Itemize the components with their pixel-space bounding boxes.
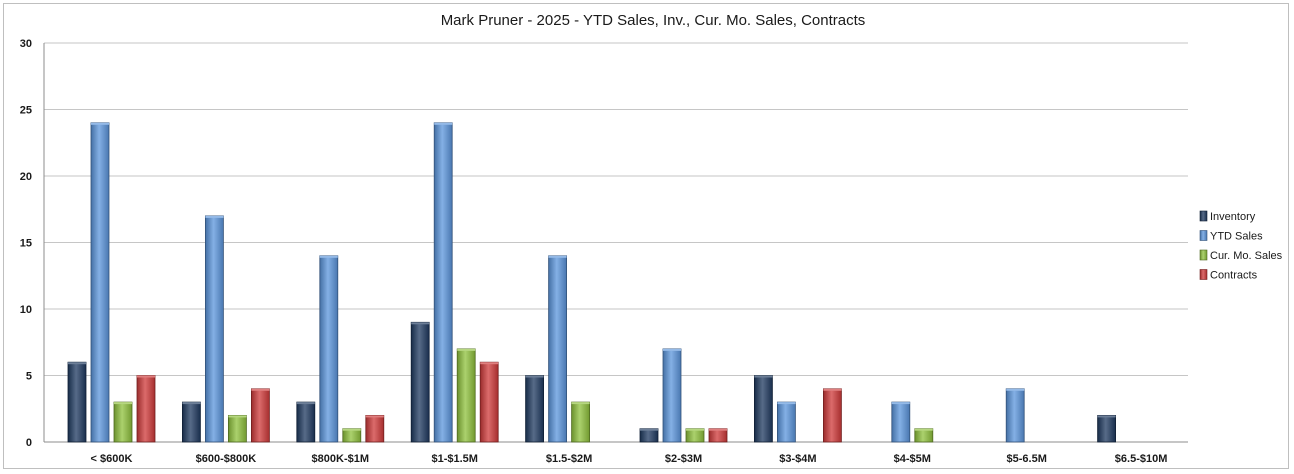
- y-tick-label: 30: [20, 38, 32, 50]
- x-tick-label: $4-$5M: [894, 453, 931, 465]
- x-tick-label: $800K-$1M: [312, 453, 369, 465]
- bar-ytd-sales: [548, 255, 567, 443]
- bar-ytd-sales: [204, 215, 224, 443]
- bar-contracts: [823, 388, 842, 443]
- bar-cap: [891, 402, 910, 405]
- x-tick-label: < $600K: [91, 453, 133, 465]
- bar-ytd-sales: [891, 401, 911, 443]
- x-tick-label: $2-$3M: [665, 453, 702, 465]
- x-tick-label: $1.5-$2M: [546, 453, 592, 465]
- bar-cur-mo-sales: [571, 401, 590, 443]
- bar-cap: [823, 388, 842, 391]
- legend: Inventory YTD Sales Cur. Mo. Sales Contract…: [1199, 210, 1283, 282]
- bar-cap: [251, 388, 270, 391]
- bar-ytd-sales: [1005, 388, 1025, 443]
- bar-cap: [205, 215, 224, 218]
- bar-ytd-sales: [662, 348, 682, 443]
- bar-cap: [434, 122, 453, 125]
- bar-cap: [68, 362, 86, 365]
- legend-label: Inventory: [1210, 211, 1256, 223]
- chart-frame: Mark Pruner - 2025 - YTD Sales, Inv., Cu…: [3, 3, 1289, 469]
- bars: [67, 122, 1116, 443]
- bar-contracts: [365, 414, 385, 443]
- bar-cap: [686, 428, 704, 431]
- bar-cap: [709, 428, 727, 431]
- bar-cap: [457, 348, 476, 351]
- x-tick-label: $6.5-$10M: [1115, 453, 1168, 465]
- bar-cap: [342, 428, 361, 431]
- x-tick-labels: < $600K $600-$800K $800K-$1M $1-$1.5M $1.5-$…: [91, 453, 1168, 465]
- chart-title: Mark Pruner - 2025 - YTD Sales, Inv., Cu…: [441, 12, 866, 29]
- bar-cap: [411, 322, 430, 325]
- bar-cap: [137, 375, 155, 378]
- bar-inventory: [181, 401, 201, 443]
- bar-cap: [548, 255, 567, 258]
- bar-cap: [365, 415, 384, 418]
- bar-cap: [914, 428, 933, 431]
- bar-cap: [640, 428, 658, 431]
- bar-cap: [1006, 388, 1025, 391]
- bar-cap: [754, 375, 773, 378]
- legend-label: YTD Sales: [1210, 231, 1263, 243]
- bar-cap: [91, 122, 109, 125]
- bar-cap: [182, 402, 201, 405]
- y-tick-label: 15: [20, 238, 32, 250]
- legend-swatch: [1199, 210, 1208, 222]
- legend-swatch: [1199, 249, 1208, 261]
- bar-cap: [1097, 415, 1116, 418]
- bar-cap: [525, 375, 544, 378]
- gridlines: [44, 42, 1188, 443]
- bar-cur-mo-sales: [456, 348, 476, 443]
- x-tick-label: $3-$4M: [779, 453, 816, 465]
- bar-inventory: [67, 361, 87, 443]
- y-tick-label: 0: [26, 437, 32, 449]
- bar-cap: [663, 348, 681, 351]
- bar-contracts: [250, 388, 270, 443]
- bar-inventory: [525, 375, 544, 443]
- bar-cap: [114, 402, 132, 405]
- legend-label: Cur. Mo. Sales: [1210, 250, 1283, 262]
- bar-inventory: [296, 401, 316, 443]
- bar-cur-mo-sales: [113, 401, 133, 443]
- bar-ytd-sales: [319, 255, 339, 443]
- bar-cap: [296, 402, 315, 405]
- legend-swatch: [1199, 269, 1208, 280]
- y-tick-label: 20: [20, 171, 32, 183]
- legend-label: Contracts: [1210, 270, 1258, 282]
- bar-cap: [777, 402, 796, 405]
- y-tick-label: 25: [20, 105, 32, 117]
- legend-swatch: [1199, 230, 1208, 241]
- bar-contracts: [479, 361, 499, 443]
- y-tick-label: 5: [26, 371, 32, 383]
- x-tick-label: $600-$800K: [196, 453, 257, 465]
- bar-inventory: [1097, 414, 1116, 443]
- y-tick-labels: 0 5 10 15 20 25 30: [20, 38, 32, 449]
- bar-cur-mo-sales: [227, 414, 247, 443]
- bar-cap: [319, 255, 338, 258]
- bar-ytd-sales: [433, 122, 453, 443]
- bar-inventory: [754, 375, 773, 443]
- bar-cap: [571, 402, 590, 405]
- bar-ytd-sales: [90, 122, 110, 443]
- bar-chart: Mark Pruner - 2025 - YTD Sales, Inv., Cu…: [20, 12, 1283, 465]
- bar-ytd-sales: [777, 401, 796, 443]
- x-tick-label: $1-$1.5M: [431, 453, 477, 465]
- bar-contracts: [136, 375, 156, 443]
- y-tick-label: 10: [20, 304, 32, 316]
- x-tick-label: $5-6.5M: [1007, 453, 1047, 465]
- bar-inventory: [410, 321, 430, 443]
- bar-cap: [228, 415, 247, 418]
- bar-cap: [480, 362, 499, 365]
